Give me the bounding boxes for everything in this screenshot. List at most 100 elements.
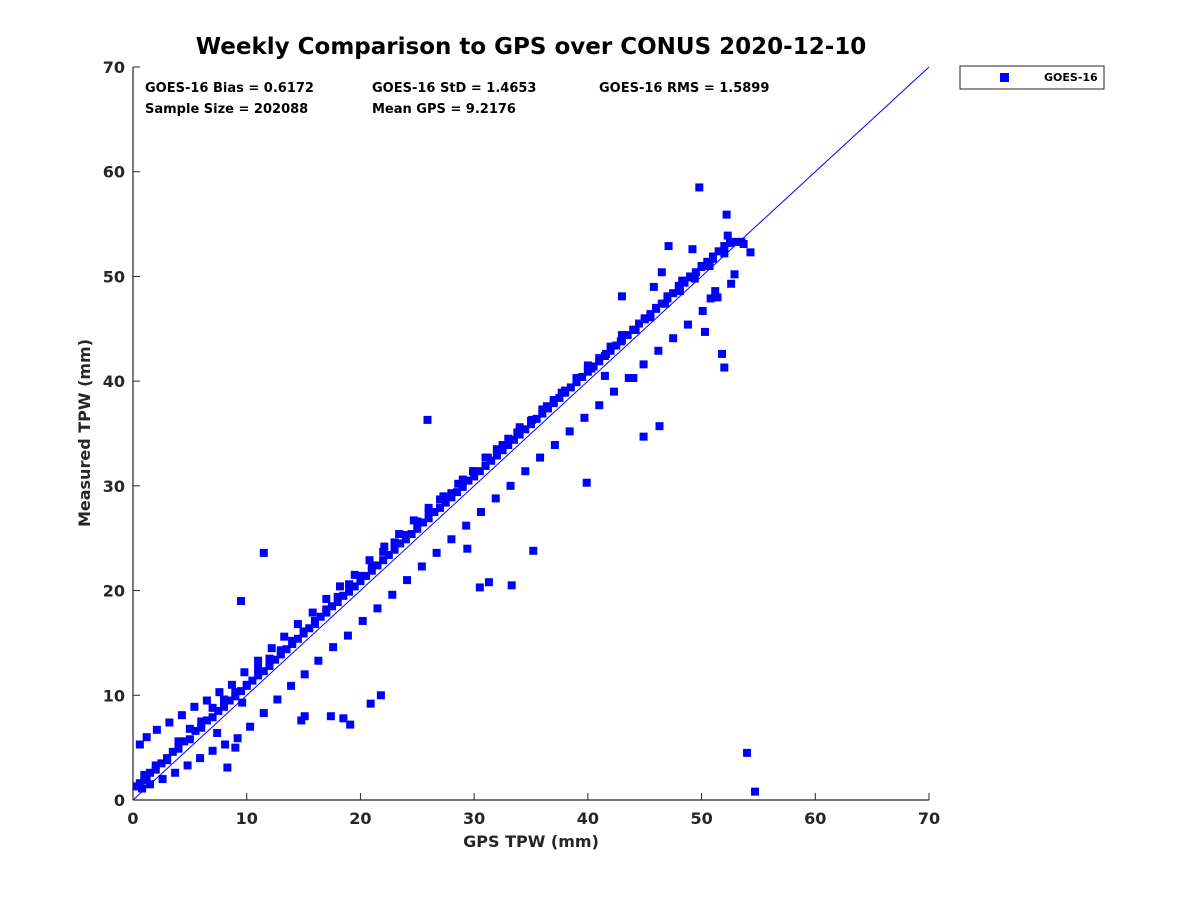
scatter-point — [595, 354, 604, 363]
scatter-point — [646, 313, 655, 322]
scatter-point — [475, 583, 484, 592]
scatter-point — [657, 268, 666, 277]
scatter-point — [388, 590, 397, 599]
scatter-point — [708, 254, 717, 263]
scatter-point — [356, 571, 365, 580]
scatter-point — [146, 768, 155, 777]
scatter-point — [335, 582, 344, 591]
scatter-point — [242, 680, 251, 689]
legend-label-goes16: GOES-16 — [1044, 71, 1098, 84]
scatter-point — [470, 467, 479, 476]
stat-rms: GOES-16 RMS = 1.5899 — [599, 81, 769, 96]
stat-bias: GOES-16 Bias = 0.6172 — [145, 81, 314, 96]
one-to-one-reference-line — [132, 66, 930, 801]
scatter-point — [521, 425, 530, 434]
scatter-point — [163, 754, 172, 763]
y-tick-label: 60 — [103, 163, 125, 182]
scatter-point — [432, 548, 441, 557]
scatter-point — [259, 709, 268, 718]
scatter-point — [731, 237, 740, 246]
scatter-point — [225, 696, 234, 705]
scatter-point — [532, 414, 541, 423]
scatter-point — [326, 712, 335, 721]
x-axis-label: GPS TPW (mm) — [463, 832, 599, 851]
scatter-point — [720, 242, 729, 251]
scatter-point — [384, 550, 393, 559]
scatter-point — [174, 744, 183, 753]
scatter-point — [669, 289, 678, 298]
scatter-point — [481, 453, 490, 462]
scatter-point — [168, 747, 177, 756]
scatter-point — [214, 706, 223, 715]
scatter-point — [300, 712, 309, 721]
scatter-point — [267, 644, 276, 653]
scatter-point — [293, 634, 302, 643]
scatter-point — [447, 489, 456, 498]
scatter-point — [165, 718, 174, 727]
scatter-point — [538, 409, 547, 418]
legend: GOES-16 — [959, 65, 1105, 90]
scatter-point — [221, 740, 230, 749]
scatter-point — [246, 722, 255, 731]
scatter-point — [654, 346, 663, 355]
scatter-point — [617, 331, 626, 340]
scatter-point — [413, 517, 422, 526]
scatter-point — [635, 319, 644, 328]
scatter-point — [396, 539, 405, 548]
scatter-point — [373, 561, 382, 570]
scatter-point — [515, 423, 524, 432]
scatter-point — [578, 372, 587, 381]
scatter-point — [492, 451, 501, 460]
scatter-point — [447, 493, 456, 502]
scatter-point — [152, 725, 161, 734]
scatter-point — [308, 608, 317, 617]
scatter-point — [227, 680, 236, 689]
statistics-annotations: GOES-16 Bias = 0.6172 GOES-16 StD = 1.46… — [145, 81, 769, 117]
scatter-point — [661, 299, 670, 308]
x-tick-label: 0 — [127, 809, 138, 828]
scatter-point — [197, 723, 206, 732]
scatter-point — [436, 495, 445, 504]
scatter-point — [401, 531, 410, 540]
scatter-points — [132, 183, 760, 796]
scatter-point — [362, 571, 371, 580]
scatter-point — [652, 303, 661, 312]
scatter-point — [316, 612, 325, 621]
scatter-point — [580, 413, 589, 422]
scatter-point — [367, 566, 376, 575]
scatter-point — [698, 306, 707, 315]
scatter-point — [583, 361, 592, 370]
scatter-point — [287, 681, 296, 690]
scatter-point — [462, 521, 471, 530]
scatter-point — [271, 655, 280, 664]
scatter-point — [213, 728, 222, 737]
scatter-point — [265, 654, 274, 663]
scatter-point — [663, 292, 672, 301]
scatter-point — [639, 432, 648, 441]
scatter-point — [380, 542, 389, 551]
scatter-point — [202, 696, 211, 705]
scatter-point — [280, 632, 289, 641]
legend-marker-square — [1000, 73, 1009, 82]
scatter-point — [700, 327, 709, 336]
x-tick-label: 60 — [804, 809, 826, 828]
scatter-point — [231, 688, 240, 697]
scatter-point — [481, 461, 490, 470]
scatter-point — [407, 530, 416, 539]
scatter-point — [259, 548, 268, 557]
scatter-point — [624, 374, 633, 383]
scatter-point — [202, 716, 211, 725]
scatter-point — [254, 671, 263, 680]
scatter-point — [174, 737, 183, 746]
scatter-point — [751, 787, 760, 796]
scatter-point — [538, 405, 547, 414]
scatter-point — [447, 535, 456, 544]
x-tick-label: 30 — [463, 809, 485, 828]
scatter-point — [180, 737, 189, 746]
x-axis-ticks: 0 10 20 30 40 50 60 70 — [127, 793, 940, 828]
scatter-point — [395, 530, 404, 539]
scatter-point — [484, 578, 493, 587]
scatter-point — [507, 581, 516, 590]
scatter-point — [458, 482, 467, 491]
scatter-point — [572, 374, 581, 383]
